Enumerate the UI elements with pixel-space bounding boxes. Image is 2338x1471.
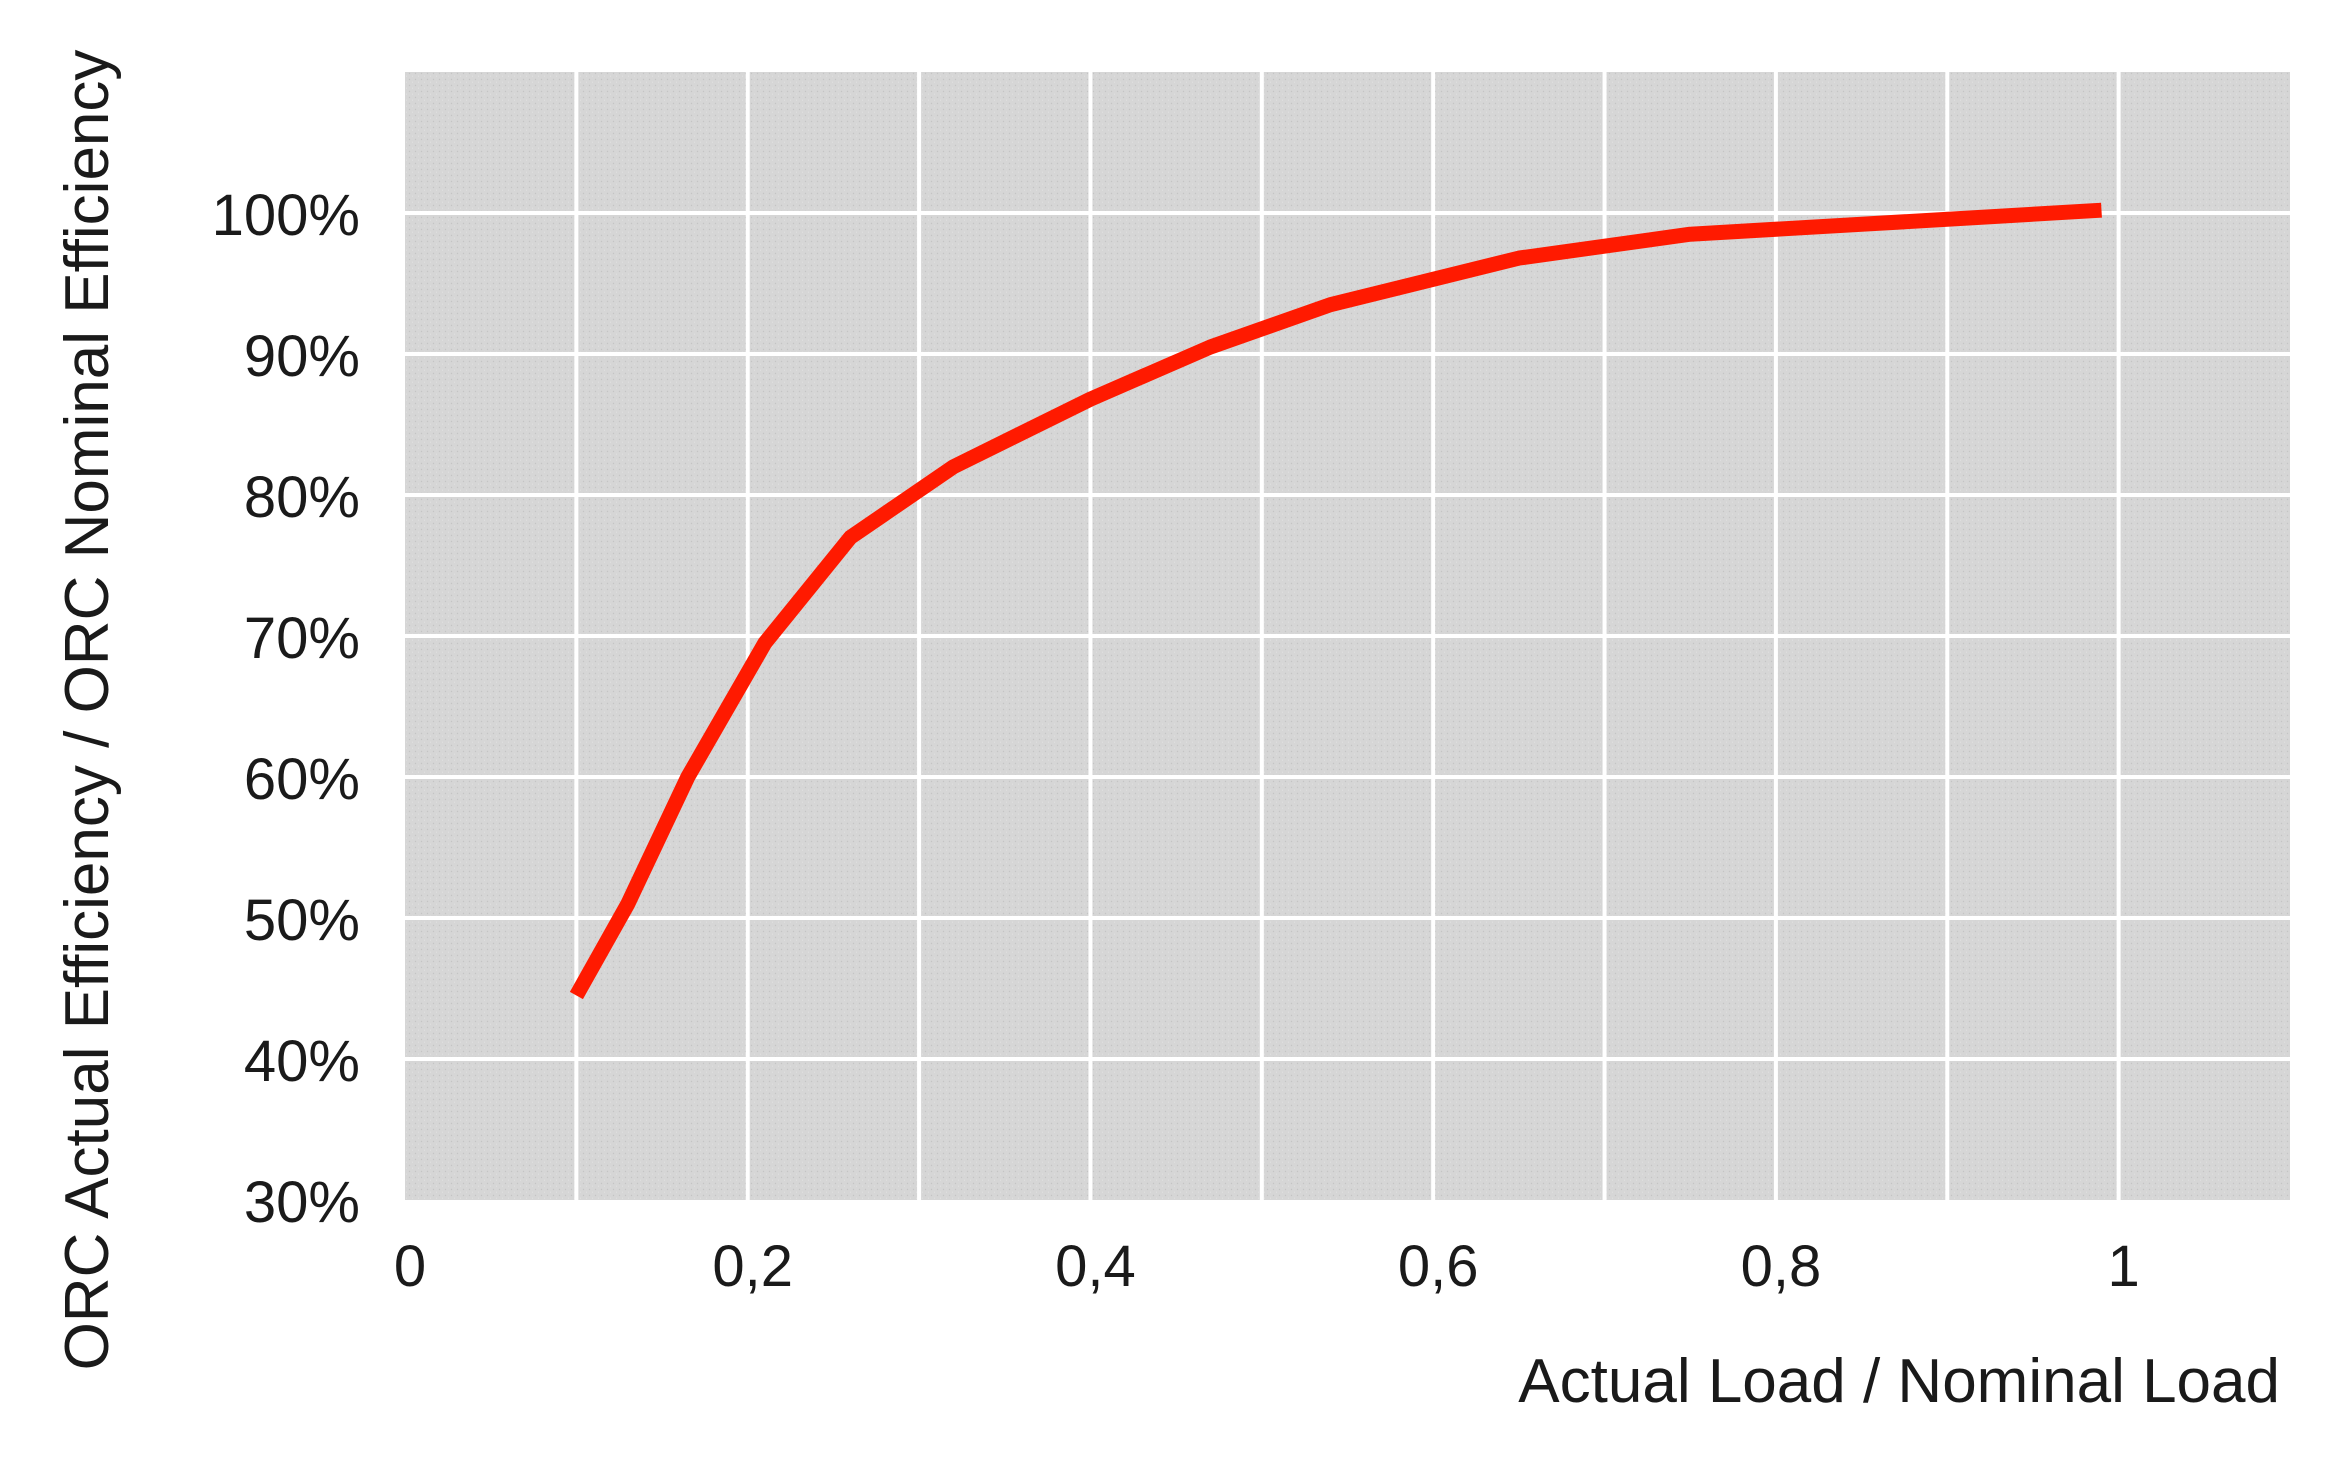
y-tick-labels: 30% 40% 50% 60% 70% 80% 90% 100% [212,183,360,1235]
y-tick-label: 100% [212,183,360,248]
y-tick-label: 40% [244,1029,360,1094]
x-tick-label: 0,8 [1741,1234,1822,1299]
series-layer [569,202,2102,1000]
x-tick-label: 0,6 [1398,1234,1479,1299]
series-line-0 [569,202,2102,1000]
y-tick-label: 70% [244,606,360,671]
y-tick-label: 90% [244,324,360,389]
x-tick-label: 0,4 [1055,1234,1136,1299]
x-tick-label: 0 [394,1234,426,1299]
x-tick-labels: 0 0,2 0,4 0,6 0,8 1 [394,1234,2140,1299]
y-tick-label: 60% [244,747,360,812]
gridlines [405,72,2290,1200]
x-axis-title: Actual Load / Nominal Load [1518,1347,2280,1416]
y-tick-label: 30% [244,1170,360,1235]
y-tick-label: 80% [244,465,360,530]
x-tick-label: 0,2 [712,1234,793,1299]
y-axis-title: ORC Actual Efficiency / ORC Nominal Effi… [53,50,122,1371]
y-tick-label: 50% [244,888,360,953]
x-tick-label: 1 [2108,1234,2140,1299]
